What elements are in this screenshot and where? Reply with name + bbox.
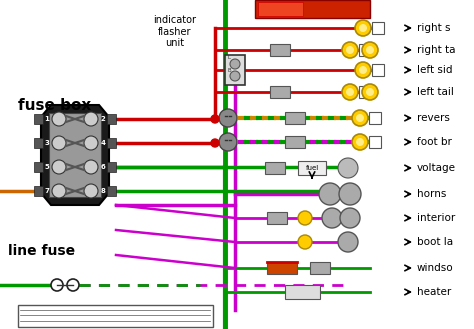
Circle shape xyxy=(298,235,312,249)
Bar xyxy=(107,138,116,148)
Circle shape xyxy=(352,110,368,126)
Circle shape xyxy=(52,184,66,198)
Bar xyxy=(369,112,381,124)
Text: windso: windso xyxy=(417,263,454,273)
Text: right s: right s xyxy=(417,23,450,33)
Text: L: L xyxy=(228,55,231,60)
Circle shape xyxy=(359,24,367,32)
Circle shape xyxy=(84,112,98,126)
Circle shape xyxy=(366,46,374,54)
Bar xyxy=(372,64,384,76)
Circle shape xyxy=(366,88,374,96)
Bar xyxy=(270,44,290,56)
Circle shape xyxy=(346,88,354,96)
Circle shape xyxy=(338,158,358,178)
Circle shape xyxy=(52,136,66,150)
Bar xyxy=(107,114,116,124)
Text: 4: 4 xyxy=(100,140,106,146)
Bar xyxy=(285,112,305,124)
Circle shape xyxy=(84,184,98,198)
Text: left sid: left sid xyxy=(417,65,453,75)
Circle shape xyxy=(219,109,237,127)
Text: heater: heater xyxy=(417,287,451,297)
Circle shape xyxy=(52,112,66,126)
Circle shape xyxy=(346,46,354,54)
Text: 2: 2 xyxy=(100,116,105,122)
Circle shape xyxy=(84,160,98,174)
Bar xyxy=(372,22,384,34)
Circle shape xyxy=(352,134,368,150)
Polygon shape xyxy=(41,105,109,205)
Bar xyxy=(369,136,381,148)
Circle shape xyxy=(362,84,378,100)
Bar xyxy=(298,161,326,175)
Bar xyxy=(359,44,371,56)
Circle shape xyxy=(342,42,358,58)
Text: foot br: foot br xyxy=(417,137,452,147)
Circle shape xyxy=(219,133,237,151)
Circle shape xyxy=(342,84,358,100)
Bar xyxy=(270,86,290,98)
Circle shape xyxy=(52,160,66,174)
Circle shape xyxy=(51,279,63,291)
Circle shape xyxy=(355,62,371,78)
Text: fuel: fuel xyxy=(305,165,319,171)
Circle shape xyxy=(338,232,358,252)
Text: B: B xyxy=(228,68,232,73)
Text: voltage: voltage xyxy=(417,163,456,173)
Circle shape xyxy=(67,279,79,291)
Text: revers: revers xyxy=(417,113,450,123)
Circle shape xyxy=(356,114,364,122)
Circle shape xyxy=(356,138,364,146)
Text: 6: 6 xyxy=(100,164,105,170)
Circle shape xyxy=(319,183,341,205)
Bar xyxy=(310,262,330,274)
Circle shape xyxy=(339,183,361,205)
Circle shape xyxy=(230,59,240,69)
Text: boot la: boot la xyxy=(417,237,453,247)
Bar xyxy=(34,114,43,124)
Circle shape xyxy=(211,139,219,147)
Bar xyxy=(34,162,43,172)
Circle shape xyxy=(340,208,360,228)
Circle shape xyxy=(359,66,367,74)
Circle shape xyxy=(230,71,240,81)
Bar xyxy=(107,186,116,196)
Circle shape xyxy=(84,136,98,150)
Circle shape xyxy=(298,211,312,225)
Bar xyxy=(225,55,245,85)
Text: 5: 5 xyxy=(45,164,49,170)
Bar xyxy=(285,136,305,148)
Bar xyxy=(285,285,320,299)
Text: left tail: left tail xyxy=(417,87,454,97)
Text: interior: interior xyxy=(417,213,455,223)
Text: line fuse: line fuse xyxy=(8,244,75,258)
Text: horns: horns xyxy=(417,189,447,199)
Circle shape xyxy=(362,42,378,58)
Bar xyxy=(258,2,303,16)
Circle shape xyxy=(211,115,219,123)
Bar xyxy=(267,212,287,224)
Bar xyxy=(107,162,116,172)
Text: 7: 7 xyxy=(45,188,49,194)
Bar xyxy=(265,162,285,174)
Text: 1: 1 xyxy=(45,116,49,122)
Text: 3: 3 xyxy=(45,140,49,146)
Bar xyxy=(255,0,370,18)
Text: right ta: right ta xyxy=(417,45,456,55)
Circle shape xyxy=(322,208,342,228)
Bar xyxy=(49,113,101,197)
Text: indicator
flasher
unit: indicator flasher unit xyxy=(154,15,197,48)
Bar xyxy=(34,138,43,148)
Circle shape xyxy=(355,20,371,36)
Bar xyxy=(359,86,371,98)
Bar xyxy=(34,186,43,196)
Text: 8: 8 xyxy=(100,188,105,194)
Text: fuse box: fuse box xyxy=(18,98,91,113)
Bar xyxy=(18,305,213,327)
Bar xyxy=(267,262,297,274)
